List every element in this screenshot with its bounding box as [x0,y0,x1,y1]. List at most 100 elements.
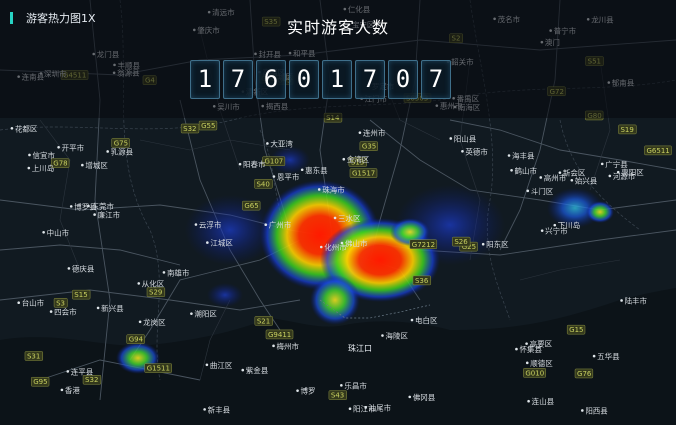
road-label: G15 [566,324,586,335]
city-label: 广宁县 [600,159,628,169]
city-label: 云浮市 [194,220,222,230]
svg-text:海陵区: 海陵区 [385,331,408,341]
svg-text:G6511: G6511 [646,147,669,155]
svg-text:G94: G94 [129,336,144,344]
road-label: S26 [452,236,471,247]
svg-text:顺德区: 顺德区 [530,358,553,368]
svg-text:德庆县: 德庆县 [72,263,95,273]
city-label: 廉江市 [93,210,121,220]
svg-text:阳江市: 阳江市 [353,404,376,414]
road-label: G010 [523,368,547,378]
road-label: G76 [574,368,594,379]
heat-spot-zhaoqing [185,195,275,265]
svg-text:G15: G15 [569,326,583,334]
svg-text:乳源县: 乳源县 [111,146,134,156]
city-label: 曲江区 [205,360,233,370]
city-label: 始兴县 [570,175,598,185]
city-label: 四会市 [49,307,77,317]
svg-text:G95: G95 [33,378,47,386]
svg-text:紫金县: 紫金县 [246,365,269,375]
city-label: 佛山市 [340,238,368,248]
city-label: 汕尾市 [364,402,392,412]
svg-text:始兴县: 始兴县 [575,175,598,185]
city-label: 连平县 [66,366,94,376]
city-label: 乳源县 [106,146,134,156]
road-label: S13 [348,157,367,167]
svg-text:S31: S31 [27,352,40,360]
city-label: 广州市 [264,220,292,230]
svg-text:S19: S19 [620,126,633,134]
svg-text:云浮市: 云浮市 [199,220,222,230]
svg-text:S43: S43 [331,392,344,400]
road-label: S43 [328,390,347,400]
city-label: 梅州市 [272,341,300,351]
city-label: 新丰县 [203,404,231,414]
svg-text:英德市: 英德市 [465,146,488,156]
road-label: S29 [146,287,166,297]
svg-text:新会区: 新会区 [563,168,586,178]
svg-text:从化区: 从化区 [142,278,165,288]
svg-text:G9411: G9411 [268,331,291,339]
city-label: 香港 [60,385,80,395]
svg-text:G1511: G1511 [147,365,170,373]
title-accent-bar [10,12,13,24]
svg-text:东莞市: 东莞市 [91,201,114,211]
svg-text:阳东区: 阳东区 [486,239,509,249]
panel-title-text: 游客热力图1X [26,12,96,25]
city-label: 信宜市 [28,150,55,160]
city-label: 阳春市 [238,159,266,169]
svg-text:新兴县: 新兴县 [101,303,124,313]
svg-text:大亚湾: 大亚湾 [270,138,293,148]
svg-text:阳春市: 阳春市 [243,159,266,169]
svg-text:阳山县: 阳山县 [454,133,477,143]
city-label: 阳西县 [581,406,608,415]
svg-text:曲江区: 曲江区 [210,360,233,370]
svg-text:连山县: 连山县 [532,396,555,406]
counter-digit: 7 [355,60,385,99]
svg-text:惠阳区: 惠阳区 [621,167,644,177]
counter-digit: 0 [388,60,418,99]
city-label: 南雄市 [162,267,190,277]
svg-text:S26: S26 [454,238,468,246]
svg-text:鹤山市: 鹤山市 [515,165,538,175]
city-label: 江城区 [206,239,233,248]
city-label: 连山县 [527,396,555,406]
svg-text:G25: G25 [462,243,476,251]
city-label: 开平市 [57,142,85,152]
road-label: G107 [262,156,286,166]
svg-text:S3: S3 [56,299,65,307]
svg-text:S21: S21 [257,317,270,325]
road-label: G94 [126,334,145,344]
city-label: 斗门区 [526,187,554,196]
counter-digit: 0 [289,60,319,99]
svg-text:高州市: 高州市 [544,172,567,182]
svg-text:下川岛: 下川岛 [558,220,581,230]
road-label: G95 [30,376,50,387]
svg-text:潮阳区: 潮阳区 [194,309,217,319]
city-label: 珠海市 [317,184,345,194]
svg-text:S13: S13 [351,158,364,166]
city-label: 海丰县 [507,150,535,160]
city-label: 东莞市 [87,201,114,211]
svg-text:陆丰市: 陆丰市 [625,295,648,305]
heat-spot-jiangmen [207,283,243,307]
svg-text:G65: G65 [244,202,258,210]
svg-text:梅州市: 梅州市 [277,341,300,351]
svg-text:江城区: 江城区 [210,239,233,248]
sar-boundary [319,299,431,319]
city-label: 新兴县 [96,303,124,313]
city-label: 高要区 [525,339,553,349]
city-label: 台山市 [17,298,45,308]
svg-text:香港: 香港 [65,385,80,395]
city-label: 阳山县 [449,133,477,143]
road-label: S21 [254,316,273,326]
road-label: G55 [198,120,218,131]
city-label: 五华县 [592,351,620,361]
city-label: 化州市 [319,242,347,252]
road-labels: G76G78S51G65S6503S32G72S14S15G55S31G94G4… [24,16,672,400]
city-label: 恩平市 [272,171,300,181]
road-label: S19 [618,124,637,135]
svg-text:高要区: 高要区 [530,339,553,349]
svg-text:广州市: 广州市 [269,220,292,230]
svg-text:化州市: 化州市 [324,242,347,252]
